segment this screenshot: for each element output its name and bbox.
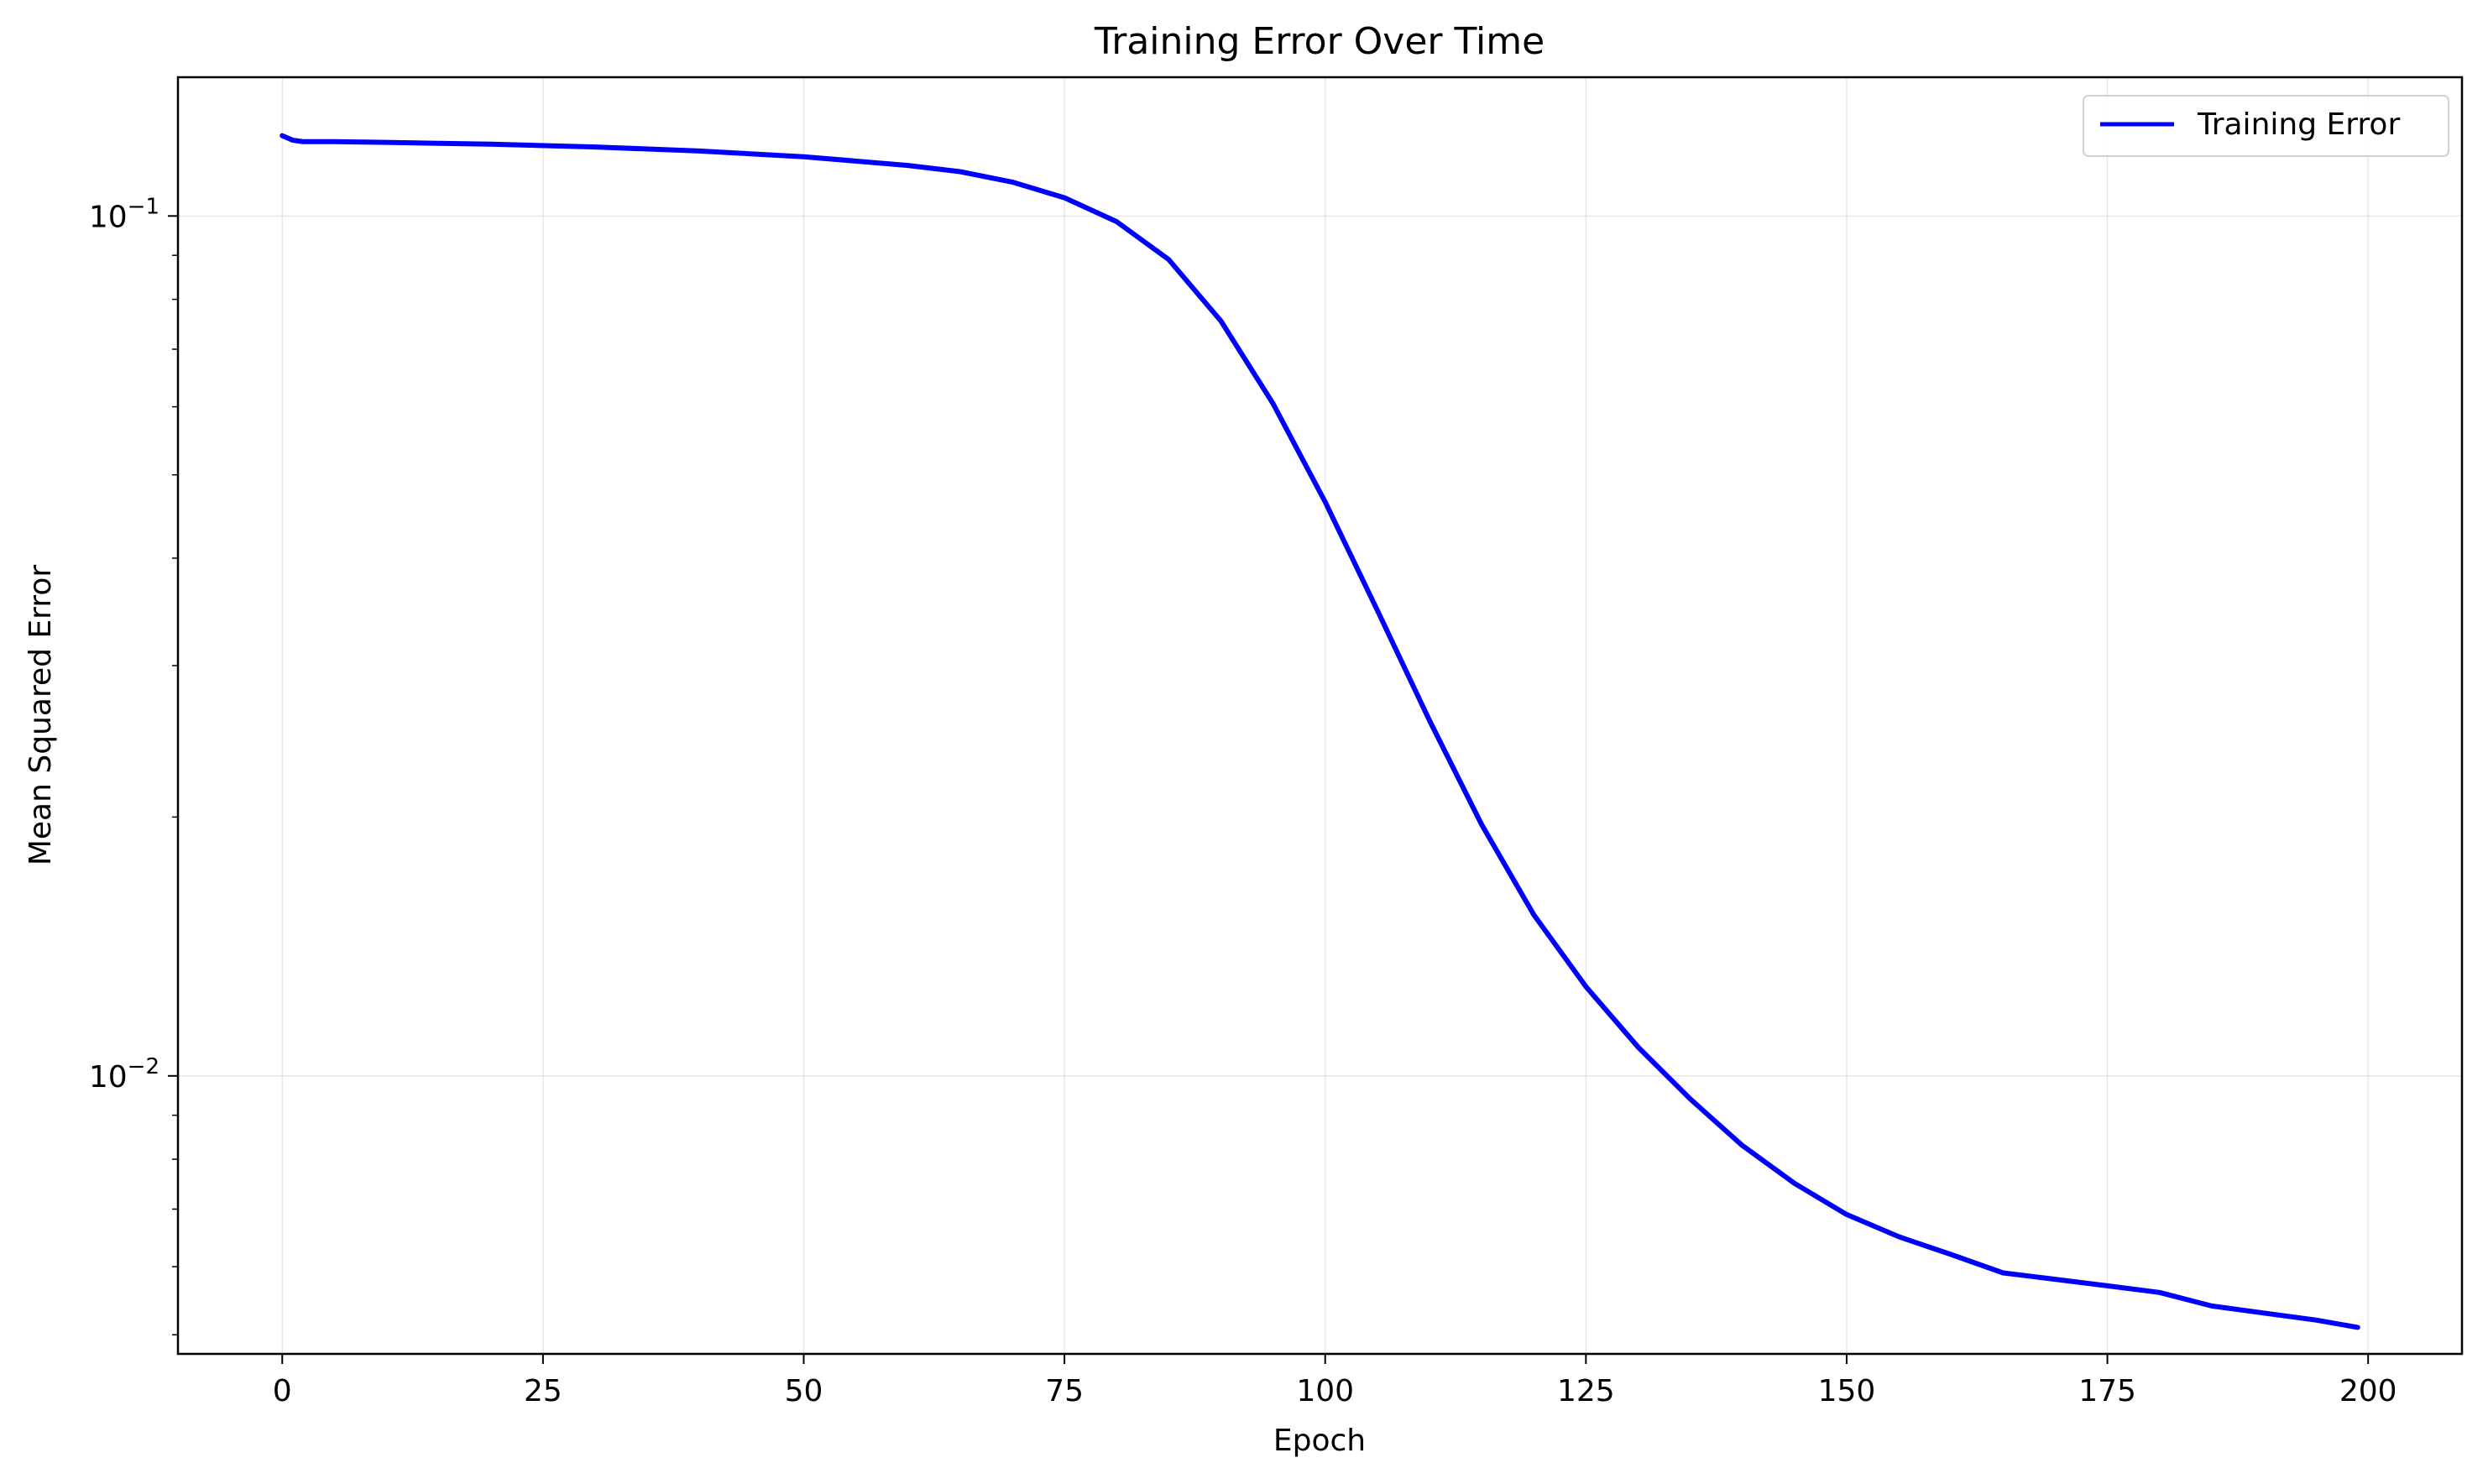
- y-axis-label: Mean Squared Error: [24, 565, 58, 866]
- x-tick-label: 200: [2339, 1374, 2397, 1408]
- x-tick-label: 175: [2078, 1374, 2136, 1408]
- y-tick-label-exponent: −2: [128, 1054, 159, 1079]
- x-tick-label: 50: [785, 1374, 823, 1408]
- legend-label-training-error: Training Error: [2197, 107, 2400, 142]
- x-tick-label: 150: [1818, 1374, 1876, 1408]
- y-tick-label-base: 10: [89, 200, 128, 234]
- legend-box: [2083, 95, 2449, 157]
- x-tick-label: 0: [273, 1374, 292, 1408]
- x-tick-label: 75: [1045, 1374, 1084, 1408]
- series-layer: [280, 133, 2360, 1330]
- chart-title: Training Error Over Time: [1094, 20, 1545, 63]
- y-tick-label: 10−1: [89, 194, 159, 234]
- legend: Training Error: [2083, 95, 2449, 157]
- x-tick-label: 125: [1557, 1374, 1615, 1408]
- x-tick-label: 100: [1296, 1374, 1354, 1408]
- y-tick-label-base: 10: [89, 1060, 128, 1095]
- grid: [178, 77, 2462, 1354]
- plot-frame: [176, 76, 2464, 1356]
- series-line-training-error: [280, 133, 2360, 1330]
- y-tick-label-exponent: −1: [128, 194, 159, 219]
- x-tick-label: 25: [524, 1374, 562, 1408]
- x-axis-label: Epoch: [1273, 1424, 1366, 1458]
- y-tick-label: 10−2: [89, 1054, 159, 1095]
